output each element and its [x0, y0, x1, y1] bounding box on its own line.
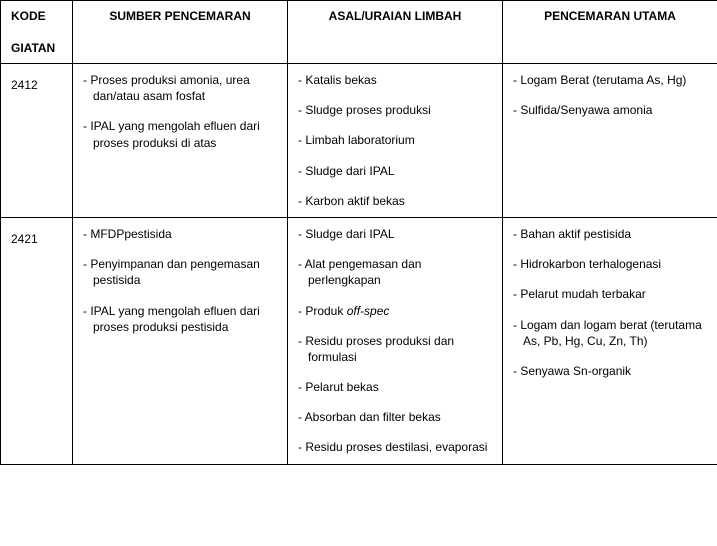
table-cell: - Bahan aktif pestisida - Hidrokarbon ter…	[503, 217, 717, 464]
kode-cell: 2421	[1, 217, 73, 464]
list-item: - Sludge dari IPAL	[298, 163, 492, 179]
list-item: - Pelarut mudah terbakar	[513, 286, 707, 302]
header-kode-line2: GIATAN	[11, 41, 62, 55]
list-item: - Katalis bekas	[298, 72, 492, 88]
list-item: - Residu proses produksi dan formulasi	[298, 333, 492, 365]
list-item: - Logam Berat (terutama As, Hg)	[513, 72, 707, 88]
table-cell: - Sludge dari IPAL - Alat pengemasan dan …	[288, 217, 503, 464]
header-utama: PENCEMARAN UTAMA	[503, 1, 717, 64]
table-cell: - MFDPpestisida - Penyimpanan dan pengema…	[73, 217, 288, 464]
list-item: - Residu proses destilasi, evaporasi	[298, 439, 492, 455]
list-item: - Sulfida/Senyawa amonia	[513, 102, 707, 118]
list-item: - Sludge proses produksi	[298, 102, 492, 118]
list-item: - Proses produksi amonia, urea dan/atau …	[83, 72, 277, 104]
kode-value: 2421	[11, 226, 62, 246]
table-header-row: KODE GIATAN SUMBER PENCEMARAN ASAL/URAIA…	[1, 1, 717, 64]
table-cell: - Logam Berat (terutama As, Hg) - Sulfida…	[503, 64, 717, 218]
header-sumber: SUMBER PENCEMARAN	[73, 1, 288, 64]
header-kode: KODE GIATAN	[1, 1, 73, 64]
list-item: - Penyimpanan dan pengemasan pestisida	[83, 256, 277, 288]
list-item: - IPAL yang mengolah efluen dari proses …	[83, 118, 277, 150]
header-kode-line1: KODE	[11, 9, 62, 23]
kode-value: 2412	[11, 72, 62, 92]
table-cell: - Katalis bekas - Sludge proses produksi -…	[288, 64, 503, 218]
list-item: - Produk off-spec	[298, 303, 492, 319]
pencemaran-table: KODE GIATAN SUMBER PENCEMARAN ASAL/URAIA…	[0, 0, 717, 465]
list-item: - Bahan aktif pestisida	[513, 226, 707, 242]
list-item: - Limbah laboratorium	[298, 132, 492, 148]
list-item: - Sludge dari IPAL	[298, 226, 492, 242]
table-row: 2421 - MFDPpestisida - Penyimpanan dan pen…	[1, 217, 717, 464]
list-item: - Absorban dan filter bekas	[298, 409, 492, 425]
list-item: - MFDPpestisida	[83, 226, 277, 242]
table-body: 2412 - Proses produksi amonia, urea dan/a…	[1, 64, 717, 465]
list-item: - Hidrokarbon terhalogenasi	[513, 256, 707, 272]
kode-cell: 2412	[1, 64, 73, 218]
list-item: - Pelarut bekas	[298, 379, 492, 395]
table-row: 2412 - Proses produksi amonia, urea dan/a…	[1, 64, 717, 218]
list-item: - Karbon aktif bekas	[298, 193, 492, 209]
list-item: - IPAL yang mengolah efluen dari proses …	[83, 303, 277, 335]
list-item: - Senyawa Sn-organik	[513, 363, 707, 379]
table-cell: - Proses produksi amonia, urea dan/atau …	[73, 64, 288, 218]
list-item: - Logam dan logam berat (terutama As, Pb…	[513, 317, 707, 349]
header-asal: ASAL/URAIAN LIMBAH	[288, 1, 503, 64]
list-item: - Alat pengemasan dan perlengkapan	[298, 256, 492, 288]
